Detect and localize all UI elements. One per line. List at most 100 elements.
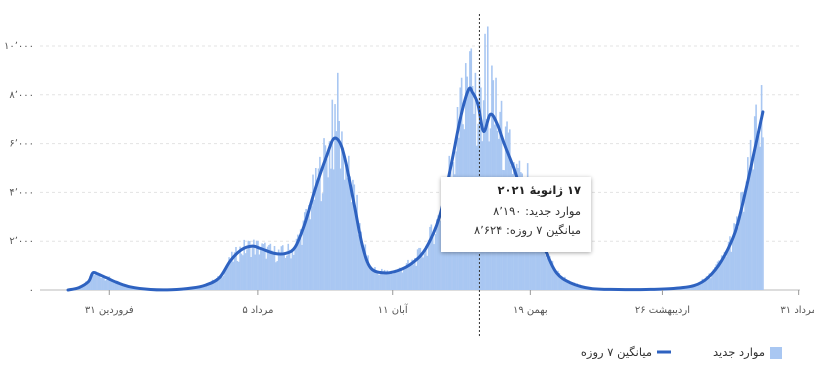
- bar-day-479: [726, 249, 729, 290]
- bar-day-31: [109, 278, 112, 290]
- bar-day-461: [701, 278, 704, 290]
- bar-day-125: [239, 246, 241, 290]
- bar-day-348: [546, 258, 548, 290]
- bar-day-293: [470, 48, 473, 290]
- tooltip-new-cases-label: موارد جدید:: [525, 204, 581, 218]
- bar-day-126: [240, 253, 243, 290]
- bar-day-46: [130, 287, 133, 290]
- bar-day-170: [301, 244, 303, 290]
- bar-day-196: [336, 72, 339, 290]
- bar-day-206: [350, 202, 353, 290]
- bar-day-191: [330, 168, 332, 290]
- bar-day-100: [204, 285, 207, 290]
- bar-day-17: [90, 276, 93, 290]
- bar-day-366: [570, 283, 573, 290]
- legend-seven-day-average[interactable]: میانگین ۷ روزه: [581, 345, 652, 360]
- bar-day-185: [321, 193, 324, 290]
- bar-day-179: [313, 199, 316, 290]
- bar-day-145: [266, 246, 269, 290]
- bar-day-118: [229, 262, 232, 290]
- bar-day-253: [415, 265, 418, 290]
- bar-day-357: [558, 273, 561, 290]
- bar-day-184: [320, 201, 323, 290]
- bar-day-166: [295, 238, 298, 290]
- bar-day-239: [396, 271, 398, 290]
- bar-day-213: [360, 231, 362, 290]
- bar-day-124: [237, 261, 240, 290]
- bar-day-344: [540, 236, 543, 290]
- bar-day-111: [220, 274, 222, 290]
- bar-day-455: [693, 285, 695, 290]
- bar-day-241: [398, 267, 401, 290]
- bar-day-173: [305, 208, 307, 290]
- bar-day-245: [404, 268, 407, 290]
- y-tick-1: ۲٬۰۰۰: [9, 236, 34, 247]
- bar-day-181: [316, 185, 318, 290]
- bar-day-202: [345, 161, 347, 290]
- bar-day-361: [564, 276, 566, 290]
- bar-day-194: [334, 104, 336, 291]
- bar-day-150: [273, 245, 276, 290]
- bar-day-219: [368, 266, 371, 290]
- bar-day-127: [242, 255, 244, 290]
- bar-day-231: [385, 272, 387, 290]
- bar-day-347: [544, 255, 547, 290]
- bar-day-477: [723, 251, 726, 290]
- bar-day-482: [730, 251, 733, 290]
- bar-day-256: [419, 247, 422, 290]
- bar-day-168: [298, 237, 301, 290]
- bar-day-192: [331, 99, 334, 291]
- x-tick-1: ۵ مرداد: [242, 305, 273, 316]
- bar-day-267: [434, 234, 437, 290]
- bar-day-156: [281, 245, 284, 290]
- bar-day-498: [752, 169, 755, 290]
- bar-day-496: [749, 139, 752, 290]
- bar-day-351: [550, 262, 552, 290]
- bar-day-171: [302, 220, 305, 290]
- bar-day-198: [339, 168, 342, 290]
- bar-day-503: [759, 146, 762, 290]
- bar-day-15: [87, 281, 90, 290]
- x-tick-2: ۱۱ آبان: [378, 303, 409, 316]
- bar-day-223: [374, 267, 376, 290]
- bar-day-473: [718, 260, 720, 290]
- bar-day-162: [290, 258, 292, 290]
- bar-day-140: [259, 249, 262, 290]
- bar-day-175: [308, 205, 310, 290]
- bar-day-355: [555, 273, 558, 290]
- y-tick-3: ۶٬۰۰۰: [9, 139, 34, 150]
- bar-day-217: [365, 263, 368, 290]
- bar-day-182: [317, 168, 320, 290]
- bar-day-33: [112, 281, 115, 290]
- bar-day-266: [433, 244, 435, 290]
- bar-day-345: [542, 239, 544, 290]
- bar-day-103: [209, 284, 211, 290]
- bar-day-221: [371, 268, 373, 290]
- bar-day-484: [733, 223, 735, 290]
- data-tooltip: ۱۷ ژانویهٔ ۲۰۲۱ موارد جدید: ۸٬۱۹۰ میانگی…: [441, 177, 591, 252]
- bar-day-114: [224, 269, 226, 290]
- bar-day-155: [280, 246, 283, 290]
- bar-day-488: [738, 215, 741, 290]
- bar-day-205: [349, 176, 351, 290]
- legend-new-cases[interactable]: موارد جدید: [713, 345, 765, 360]
- bar-day-493: [745, 181, 748, 290]
- bar-day-23: [98, 275, 101, 290]
- bar-day-255: [418, 247, 420, 290]
- bar-day-159: [286, 255, 288, 290]
- bar-day-138: [257, 240, 259, 290]
- bar-day-178: [312, 174, 314, 290]
- bar-day-40: [122, 284, 124, 290]
- bar-day-37: [118, 281, 120, 290]
- bar-day-12: [83, 285, 86, 290]
- bar-day-36: [116, 280, 119, 290]
- bar-day-244: [403, 269, 405, 290]
- bar-day-341: [536, 214, 539, 290]
- x-tick-4: ۲۶ اردیبهشت: [635, 305, 690, 316]
- bar-day-483: [731, 237, 734, 290]
- bar-day-139: [258, 254, 261, 290]
- seven-day-average-line: [66, 86, 765, 292]
- bar-day-27: [104, 280, 107, 290]
- bar-day-108: [215, 278, 218, 290]
- bar-day-167: [297, 234, 299, 290]
